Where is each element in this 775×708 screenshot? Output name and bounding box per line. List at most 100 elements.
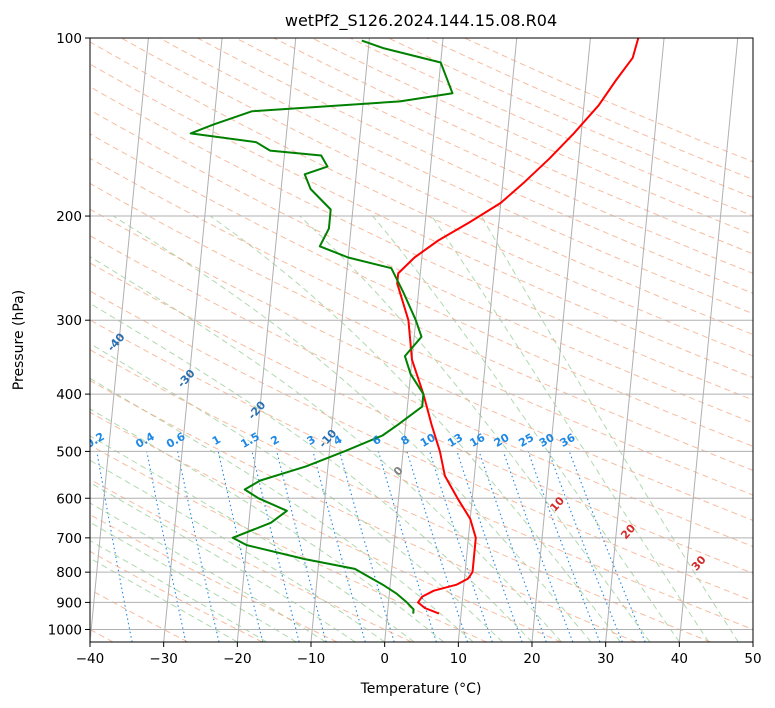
moist-adiabat xyxy=(299,215,651,642)
wet-bulb-label: 40 xyxy=(760,581,775,601)
moist-adiabats xyxy=(90,215,739,642)
moist-adiabat xyxy=(90,408,444,642)
dry-adiabat xyxy=(90,444,487,642)
pressure-grid xyxy=(90,38,753,630)
mixing-ratio-line xyxy=(377,451,437,642)
isotherm xyxy=(531,38,591,642)
mixing-ratio-line xyxy=(276,451,327,642)
mixing-ratio-line xyxy=(177,451,220,642)
moist-adiabat xyxy=(90,302,533,642)
x-axis-label: Temperature (°C) xyxy=(360,681,482,697)
dry-adiabat xyxy=(90,41,753,357)
isotherm xyxy=(605,38,665,642)
y-tick-label: 100 xyxy=(56,31,82,47)
dry-adiabat xyxy=(90,514,338,642)
isotherm xyxy=(310,38,370,642)
x-axis-ticks: −40 −30 −20 −10 0 10 20 30 40 50 xyxy=(76,642,762,667)
x-tick-label: −40 xyxy=(76,651,105,667)
moist-adiabat xyxy=(112,215,592,642)
y-tick-label: 600 xyxy=(56,491,82,507)
y-tick-label: 900 xyxy=(56,595,82,611)
isotherm xyxy=(384,38,444,642)
isotherm xyxy=(0,38,1,642)
dry-adiabat xyxy=(90,63,753,379)
dry-adiabat xyxy=(310,38,753,236)
mixing-ratio-line xyxy=(527,451,601,642)
mixing-ratio-label: 0.2 xyxy=(83,430,106,451)
isotherm xyxy=(236,38,297,642)
mixing-ratio-label: 20 xyxy=(492,431,512,450)
theta-label: -40 xyxy=(105,330,128,354)
mixing-ratio-label: 30 xyxy=(537,431,557,450)
moist-adiabat xyxy=(90,377,474,642)
chart-title: wetPf2_S126.2024.144.15.08.R04 xyxy=(285,11,557,31)
dry-adiabat xyxy=(463,38,753,163)
dry-adiabats xyxy=(90,38,753,642)
x-tick-label: 0 xyxy=(380,651,389,667)
x-tick-label: −30 xyxy=(149,651,178,667)
mixing-ratio-line xyxy=(339,451,395,642)
mixing-ratio-line xyxy=(312,451,366,642)
wet-bulb-label: 30 xyxy=(689,553,709,573)
plot-area: 0.10.20.40.611.52346810131620253036-100-… xyxy=(0,38,775,642)
mixing-ratio-line xyxy=(478,451,547,642)
temperature-line xyxy=(396,38,640,615)
moist-adiabat xyxy=(90,557,238,642)
dry-adiabat xyxy=(90,550,263,642)
dry-adiabat xyxy=(90,411,562,642)
dry-adiabat xyxy=(90,208,753,522)
x-tick-label: 20 xyxy=(523,651,540,667)
mixing-ratio-line xyxy=(406,451,469,642)
mixing-ratio-line xyxy=(502,451,574,642)
dewpoint-line xyxy=(189,39,454,614)
moist-adiabat xyxy=(90,256,562,642)
mixing-ratio-line xyxy=(251,451,300,642)
y-axis-ticks: 100 200 300 400 500 600 700 800 900 1000 xyxy=(48,31,90,638)
x-tick-label: −10 xyxy=(297,651,326,667)
y-tick-label: 800 xyxy=(56,565,82,581)
dry-adiabat xyxy=(90,133,753,447)
y-tick-label: 300 xyxy=(56,313,82,329)
y-tick-label: 1000 xyxy=(48,622,82,638)
moist-adiabat xyxy=(90,459,385,642)
dry-adiabat xyxy=(349,38,753,217)
dry-adiabat xyxy=(90,235,753,548)
y-tick-label: 200 xyxy=(56,209,82,225)
dry-adiabat xyxy=(90,182,753,496)
moist-adiabat xyxy=(90,435,415,642)
isotherm xyxy=(90,38,149,642)
plot-frame xyxy=(89,37,754,643)
x-tick-label: 40 xyxy=(671,651,688,667)
moist-adiabat xyxy=(372,215,680,642)
mixing-ratio-line xyxy=(146,451,187,642)
dry-adiabat xyxy=(234,38,753,274)
wet-bulb-label: 20 xyxy=(618,522,638,542)
x-tick-label: 30 xyxy=(597,651,614,667)
dry-adiabat xyxy=(90,319,753,630)
mixing-ratio-label: 25 xyxy=(516,431,536,450)
dry-adiabat xyxy=(90,262,753,574)
moist-adiabat xyxy=(90,540,268,642)
isotherm xyxy=(457,38,518,642)
mixing-ratio-label: 1.5 xyxy=(239,430,262,451)
isotherm xyxy=(163,38,223,642)
x-tick-label: 50 xyxy=(744,651,761,667)
dry-adiabat xyxy=(90,109,753,424)
dry-adiabat xyxy=(196,38,753,294)
y-axis-label: Pressure (hPa) xyxy=(11,290,27,390)
y-tick-label: 500 xyxy=(56,444,82,460)
moist-adiabat xyxy=(210,215,621,642)
moist-adiabat xyxy=(480,215,739,642)
moist-adiabat xyxy=(90,481,356,642)
y-tick-label: 700 xyxy=(56,531,82,547)
moist-adiabat xyxy=(90,342,503,642)
dry-adiabat xyxy=(90,589,188,642)
dry-adiabat xyxy=(90,349,711,642)
y-tick-label: 400 xyxy=(56,387,82,403)
x-tick-label: −20 xyxy=(223,651,252,667)
mixing-ratio-line xyxy=(568,451,646,642)
moist-adiabat xyxy=(431,215,710,642)
mixing-ratio-line xyxy=(548,451,623,642)
theta-label: 0 xyxy=(391,464,406,479)
